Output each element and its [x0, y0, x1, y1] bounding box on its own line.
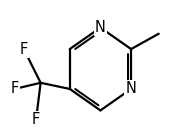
Text: F: F [20, 42, 28, 57]
Text: F: F [32, 112, 40, 127]
Text: N: N [95, 20, 106, 35]
Text: F: F [10, 81, 19, 96]
Text: N: N [126, 81, 137, 96]
